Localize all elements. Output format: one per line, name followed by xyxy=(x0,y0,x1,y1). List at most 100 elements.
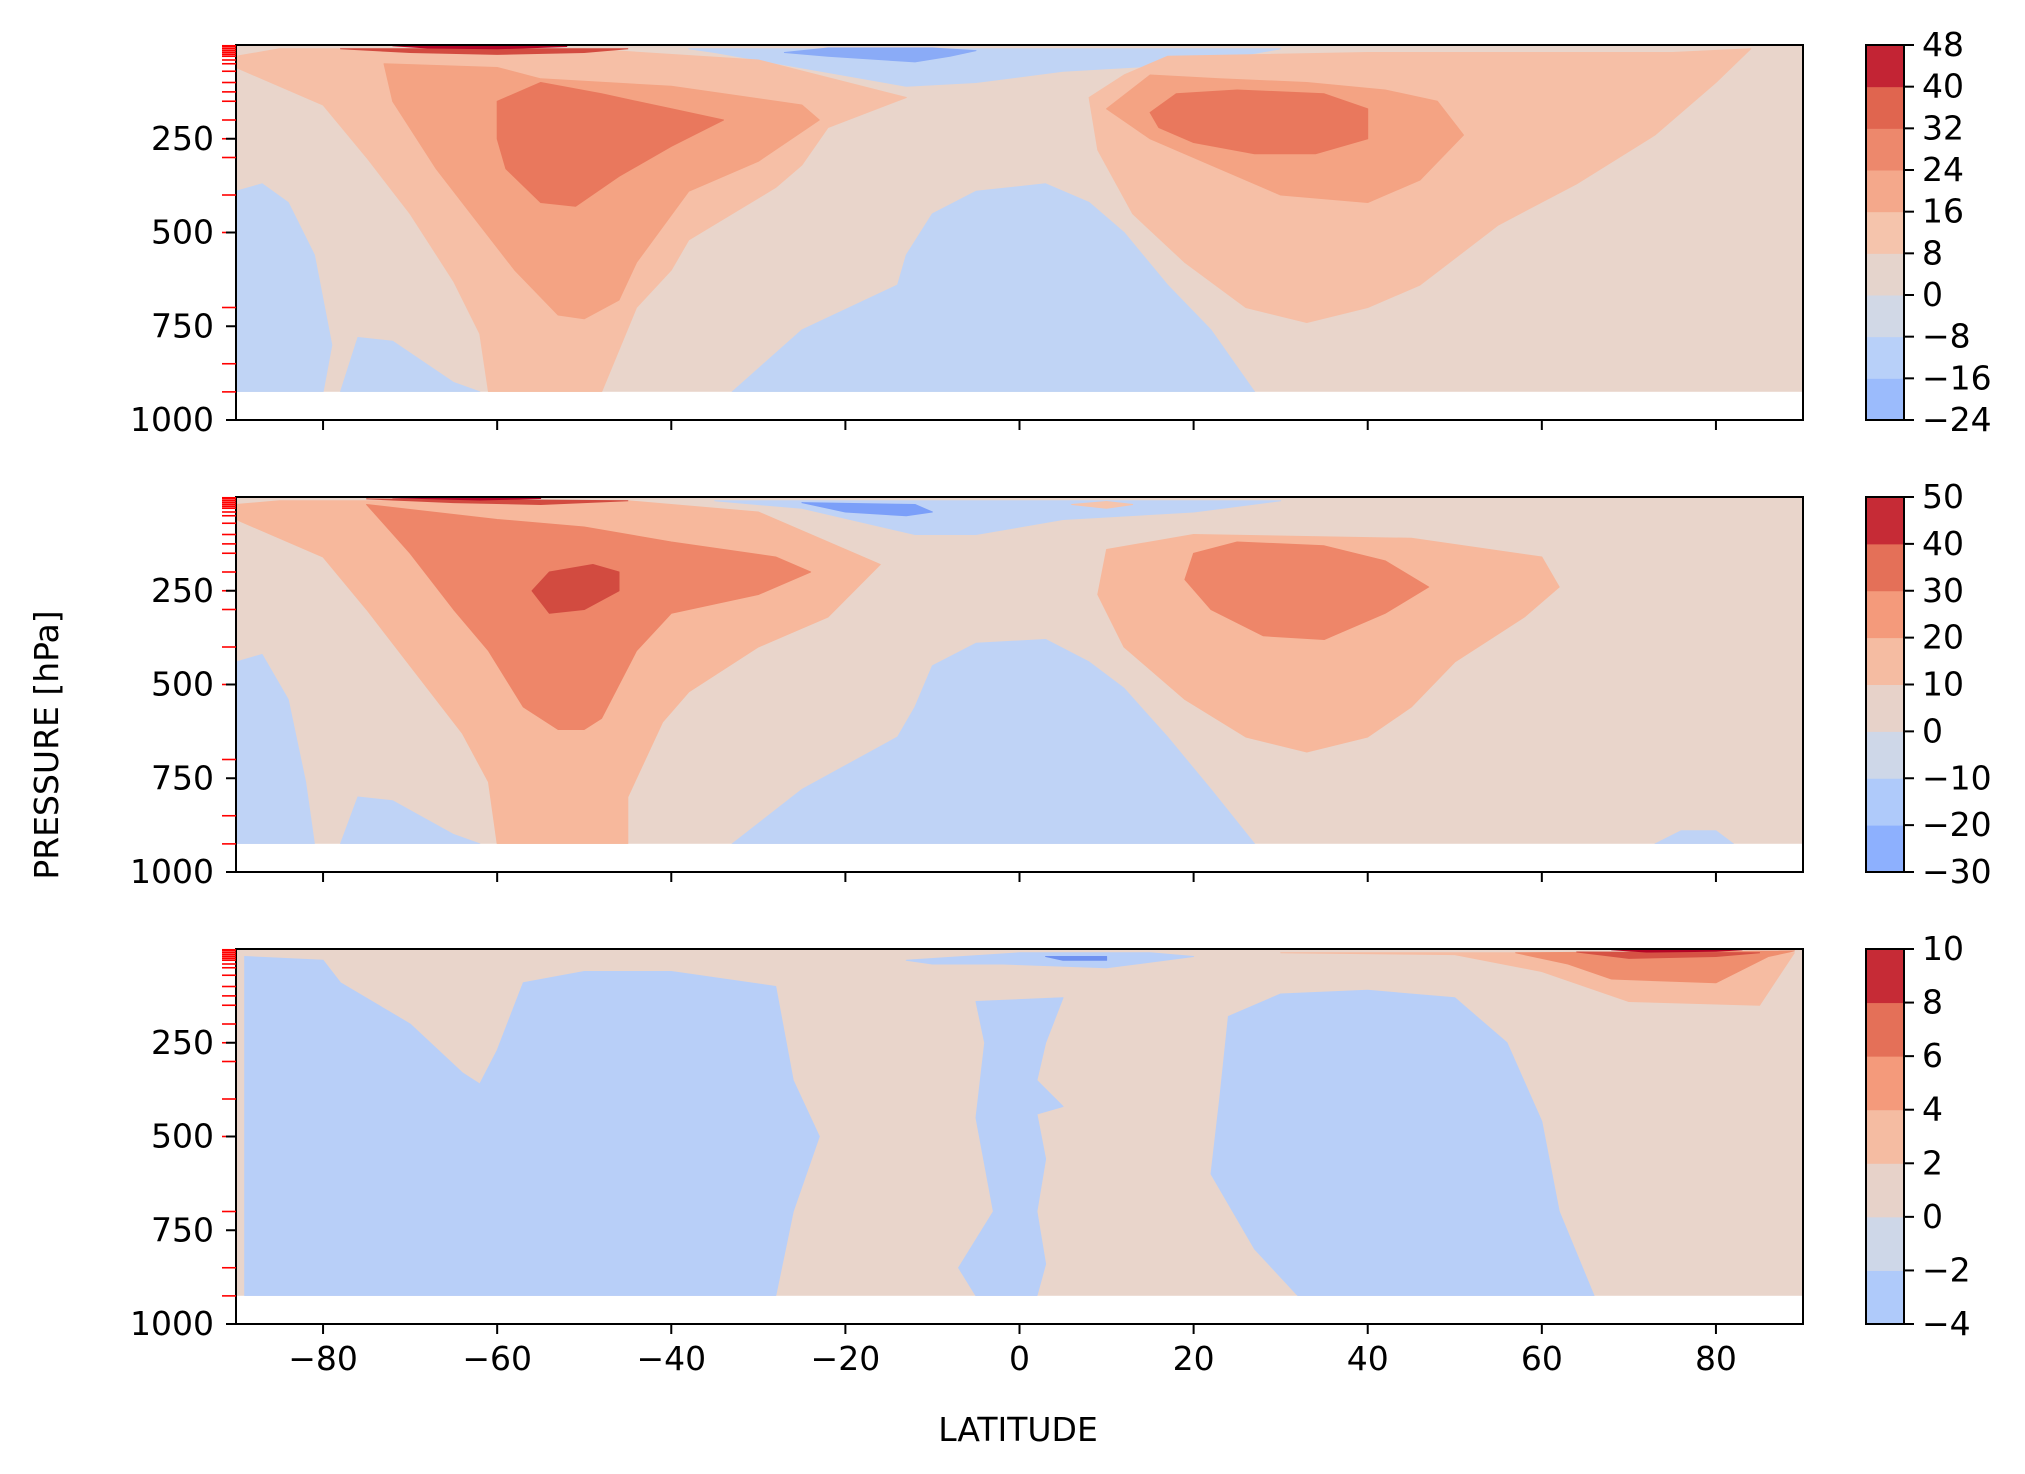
panel-bottom-x-tick-label: 40 xyxy=(1347,1339,1389,1378)
panel-middle-colorbar-tick-label: 50 xyxy=(1922,477,1964,516)
panel-bottom-y-tick-label: 1000 xyxy=(130,1304,214,1343)
panel-middle-y-tick-label: 1000 xyxy=(130,852,214,891)
panel-bottom-contour-region-3 xyxy=(905,952,1195,969)
panel-middle-colorbar-segment xyxy=(1866,731,1904,779)
panel-bottom-colorbar: −4 −2 0 2 4 6 8 10 xyxy=(1865,929,1971,1343)
panel-middle-contour-region-5 xyxy=(801,502,933,517)
panel-middle-colorbar-segment xyxy=(1866,543,1904,592)
panel-bottom-x-tick-label: 20 xyxy=(1173,1339,1215,1378)
panel-middle-colorbar-tick-label: −30 xyxy=(1922,852,1992,891)
panel-top-colorbar-segment xyxy=(1866,336,1904,379)
panel-top-colorbar-segment xyxy=(1866,128,1904,171)
panel-bottom-colorbar-segment xyxy=(1866,1216,1904,1271)
panel-bottom-colorbar-segment xyxy=(1866,1270,1904,1325)
panel-middle-colorbar: −30 −20 −10 0 10 20 30 40 50 xyxy=(1865,477,1992,891)
panel-top-colorbar-frame xyxy=(1865,44,1905,421)
panel-middle-contour-region-0 xyxy=(236,654,315,844)
panel-bottom-contour-region-0 xyxy=(244,956,820,1296)
panel-middle: 250 500 750 1000 −30 −20 −10 0 10 20 30 40 50 xyxy=(130,477,1992,891)
panel-bottom-x-tick-label: −80 xyxy=(288,1339,358,1378)
panel-top-colorbar-tick-label: 0 xyxy=(1922,275,1943,314)
panel-top-contour-region-1 xyxy=(340,337,481,392)
panel-top-colorbar-segment xyxy=(1866,378,1904,421)
panel-top-contour-region-4 xyxy=(783,47,977,63)
panel-middle-contour-region-1 xyxy=(340,796,481,844)
panel-top-colorbar-segment xyxy=(1866,86,1904,129)
panel-top-contour-region-3 xyxy=(688,48,1282,87)
panel-middle-contour-region-8 xyxy=(366,504,812,730)
panel-bottom-plot: 250 500 750 1000 −80 −60 −40 −20 0 20 40 60 80 xyxy=(130,948,1804,1378)
panel-bottom-contour-region-4 xyxy=(1045,956,1108,961)
panel-bottom-x-tick-label: 0 xyxy=(1009,1339,1030,1378)
panel-middle-colorbar-segment xyxy=(1866,684,1904,732)
panel-bottom-colorbar-segment xyxy=(1866,1056,1904,1111)
panel-bottom-colorbar-tick-label: −2 xyxy=(1922,1250,1971,1289)
panel-middle-colorbar-segment xyxy=(1866,825,1904,873)
panel-top-contour-region-0 xyxy=(236,183,333,392)
panel-bottom-contour-region-7 xyxy=(1576,951,1760,959)
panel-top-y-tick-label: 1000 xyxy=(130,400,214,439)
panel-middle-colorbar-tick-label: −20 xyxy=(1922,805,1992,844)
panel-middle-colorbar-tick-label: 20 xyxy=(1922,618,1964,657)
panel-middle-colorbar-segment xyxy=(1866,778,1904,826)
panel-top-colorbar-tick-label: 48 xyxy=(1922,25,1964,64)
panel-middle-y-tick-label: 250 xyxy=(151,571,214,610)
panel-top-colorbar-tick-label: 24 xyxy=(1922,150,1964,189)
panel-top-colorbar-segment xyxy=(1866,170,1904,213)
panel-bottom-colorbar-tick-label: 10 xyxy=(1922,929,1964,968)
panel-bottom-colorbar-frame xyxy=(1865,948,1905,1325)
panel-top-colorbar-segment xyxy=(1866,253,1904,296)
panel-top-colorbar-segment xyxy=(1866,45,1904,88)
panel-middle-contour-region-3 xyxy=(1654,830,1734,844)
panel-bottom-x-tick-label: −40 xyxy=(636,1339,706,1378)
panel-middle-contour-region-10 xyxy=(531,564,620,614)
panel-middle-colorbar-tick-label: 0 xyxy=(1922,711,1943,750)
panel-top-colorbar-tick-label: −16 xyxy=(1922,358,1992,397)
panel-bottom-y-tick-label: 500 xyxy=(151,1117,214,1156)
panel-top-colorbar-segment xyxy=(1866,295,1904,338)
panel-middle-colorbar-segment xyxy=(1866,637,1904,685)
panel-top-colorbar-segment xyxy=(1866,211,1904,254)
panel-middle-colorbar-tick-label: −10 xyxy=(1922,758,1992,797)
panel-bottom-colorbar-segment xyxy=(1866,1109,1904,1164)
panel-middle-colorbar-tick-label: 40 xyxy=(1922,524,1964,563)
panel-middle-contour-region-12 xyxy=(392,497,542,501)
panel-middle-y-tick-label: 750 xyxy=(151,758,214,797)
panel-top-contour-region-10 xyxy=(1149,89,1369,155)
panel-bottom-colorbar-segment xyxy=(1866,1002,1904,1057)
panel-top-colorbar-tick-label: −24 xyxy=(1922,400,1992,439)
panel-bottom-colorbar-tick-label: 6 xyxy=(1922,1036,1943,1075)
panel-top-contour-region-12 xyxy=(392,45,568,50)
panel-top-y-tick-label: 750 xyxy=(151,306,214,345)
panel-bottom-colorbar-segment xyxy=(1866,1163,1904,1218)
panel-top-contour-region-2 xyxy=(731,183,1256,392)
panel-bottom-x-tick-label: −60 xyxy=(462,1339,532,1378)
panel-top-colorbar-tick-label: 8 xyxy=(1922,233,1943,272)
panel-top-contour-region-11 xyxy=(340,48,629,55)
panel-bottom-colorbar-tick-label: 4 xyxy=(1922,1090,1943,1129)
shared-y-axis-label: PRESSURE [hPa] xyxy=(27,610,66,879)
panel-top-y-tick-label: 250 xyxy=(151,119,214,158)
panel-bottom-contour-region-1 xyxy=(958,997,1064,1296)
panel-bottom-colorbar-tick-label: 0 xyxy=(1922,1197,1943,1236)
panel-middle-y-tick-label: 500 xyxy=(151,665,214,704)
panel-bottom-colorbar-segment xyxy=(1866,949,1904,1004)
panel-top-colorbar-tick-label: 16 xyxy=(1922,192,1964,231)
panel-bottom-y-tick-label: 250 xyxy=(151,1023,214,1062)
panel-bottom-contour-region-2 xyxy=(1210,989,1595,1296)
panel-top-colorbar-tick-label: 32 xyxy=(1922,108,1964,147)
panel-middle-contour-region-11 xyxy=(366,498,629,505)
panel-bottom-colorbar-tick-label: −4 xyxy=(1922,1304,1971,1343)
panel-middle-contour-region-9 xyxy=(1184,541,1430,640)
panel-middle-colorbar-segment xyxy=(1866,590,1904,639)
panel-middle-contour-region-2 xyxy=(731,639,1256,844)
panel-top-contour-region-7 xyxy=(383,63,820,320)
panel-bottom-contour-region-6 xyxy=(1515,950,1795,984)
panel-bottom-colorbar-tick-label: 8 xyxy=(1922,983,1943,1022)
panel-top-y-tick-label: 500 xyxy=(151,213,214,252)
panel-top-colorbar-tick-label: 40 xyxy=(1922,67,1964,106)
panel-top-contour-region-9 xyxy=(496,82,724,207)
